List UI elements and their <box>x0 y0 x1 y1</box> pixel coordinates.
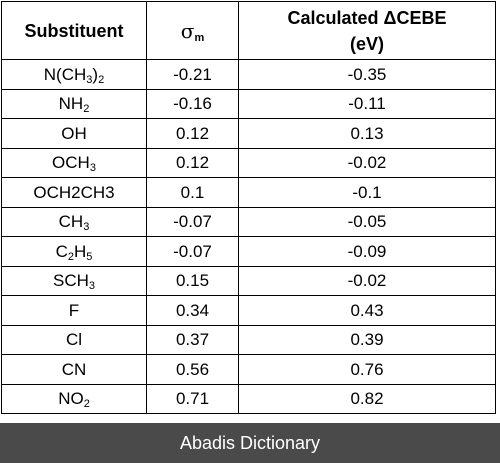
header-row: Substituent σm Calculated ΔCEBE (eV) <box>1 1 496 60</box>
formula-text: NO <box>58 389 84 409</box>
substituent-table: Substituent σm Calculated ΔCEBE (eV) N(C… <box>1 1 496 414</box>
table-row: CH3 -0.07 -0.05 <box>1 206 496 237</box>
formula-text: OH <box>61 123 87 143</box>
formula-subscript: 5 <box>86 250 93 263</box>
formula-subscript: 3 <box>86 73 93 86</box>
delta-cebe-cell: 0.43 <box>238 295 496 326</box>
formula-subscript: 3 <box>83 221 90 234</box>
sigma-m-cell: -0.16 <box>146 88 239 119</box>
formula-subscript: 2 <box>67 250 74 263</box>
table-row: N(CH3)2 -0.21 -0.35 <box>1 59 496 90</box>
header-calc-line2: (eV) <box>349 33 384 54</box>
delta-cebe-cell: -0.02 <box>238 147 496 178</box>
substituent-cell: OCH2CH3 <box>1 177 147 208</box>
delta-cebe-cell: -0.35 <box>238 59 496 90</box>
substituent-cell: F <box>1 295 147 326</box>
substituent-cell: NO2 <box>1 383 147 414</box>
table-row: OH 0.12 0.13 <box>1 118 496 149</box>
formula-text: CH <box>58 212 84 232</box>
delta-cebe-cell: 0.82 <box>238 383 496 414</box>
table-row: NO2 0.71 0.82 <box>1 383 496 414</box>
substituent-cell: C2H5 <box>1 236 147 267</box>
substituent-cell: OCH3 <box>1 147 147 178</box>
delta-cebe-cell: -0.05 <box>238 206 496 237</box>
sigma-m-cell: 0.1 <box>146 177 239 208</box>
table-row: NH2 -0.16 -0.11 <box>1 88 496 119</box>
table-row: OCH2CH3 0.1 -0.1 <box>1 177 496 208</box>
sigma-m-cell: 0.12 <box>146 147 239 178</box>
header-calc-line1: Calculated ΔCEBE <box>287 7 447 28</box>
delta-cebe-cell: 0.13 <box>238 118 496 149</box>
formula-text: ) <box>92 64 99 84</box>
delta-cebe-cell: -0.09 <box>238 236 496 267</box>
formula-text: F <box>68 300 80 320</box>
header-substituent: Substituent <box>1 1 147 60</box>
table-row: F 0.34 0.43 <box>1 295 496 326</box>
delta-cebe-cell: -0.1 <box>238 177 496 208</box>
substituent-cell: NH2 <box>1 88 147 119</box>
sigma-m-cell: -0.07 <box>146 206 239 237</box>
delta-cebe-cell: 0.76 <box>238 354 496 385</box>
table-row: C2H5 -0.07 -0.09 <box>1 236 496 267</box>
formula-text: H <box>74 241 87 261</box>
formula-text: SCH <box>52 271 89 291</box>
header-calculated-delta-cebe: Calculated ΔCEBE (eV) <box>238 1 496 60</box>
sigma-subscript: m <box>194 31 205 44</box>
formula-subscript: 3 <box>88 280 96 293</box>
delta-cebe-cell: -0.02 <box>238 265 496 296</box>
formula-subscript: 2 <box>83 103 90 116</box>
substituent-cell: SCH3 <box>1 265 147 296</box>
formula-text: OCH2CH3 <box>33 182 115 202</box>
footer-bar: Abadis Dictionary <box>0 423 500 463</box>
table-body: N(CH3)2 -0.21 -0.35 NH2 -0.16 -0.11 OH 0.12 0.13… <box>1 59 496 414</box>
sigma-m-cell: 0.37 <box>146 324 239 355</box>
formula-subscript: 3 <box>89 162 96 175</box>
sigma-symbol: σ <box>180 18 195 43</box>
table-row: SCH3 0.15 -0.02 <box>1 265 496 296</box>
delta-cebe-cell: -0.11 <box>238 88 496 119</box>
formula-text: Cl <box>65 330 83 350</box>
sigma-m-cell: 0.15 <box>146 265 239 296</box>
formula-text: C <box>55 241 68 261</box>
table-row: CN 0.56 0.76 <box>1 354 496 385</box>
sigma-m-cell: -0.07 <box>146 236 239 267</box>
substituent-cell: CN <box>1 354 147 385</box>
formula-text: OCH <box>52 153 90 173</box>
sigma-m-cell: -0.21 <box>146 59 239 90</box>
delta-cebe-cell: 0.39 <box>238 324 496 355</box>
table-row: OCH3 0.12 -0.02 <box>1 147 496 178</box>
formula-text: CN <box>61 359 87 379</box>
sigma-m-cell: 0.71 <box>146 383 239 414</box>
sigma-m-cell: 0.34 <box>146 295 239 326</box>
table-row: Cl 0.37 0.39 <box>1 324 496 355</box>
formula-subscript: 2 <box>83 398 90 411</box>
substituent-cell: CH3 <box>1 206 147 237</box>
formula-text: N(CH <box>43 64 87 84</box>
substituent-cell: N(CH3)2 <box>1 59 147 90</box>
header-sigma-m: σm <box>146 1 239 60</box>
sigma-m-cell: 0.56 <box>146 354 239 385</box>
substituent-cell: OH <box>1 118 147 149</box>
substituent-cell: Cl <box>1 324 147 355</box>
sigma-m-cell: 0.12 <box>146 118 239 149</box>
footer-text: Abadis Dictionary <box>179 432 321 453</box>
formula-text: NH <box>58 94 84 114</box>
formula-subscript: 2 <box>98 73 105 86</box>
